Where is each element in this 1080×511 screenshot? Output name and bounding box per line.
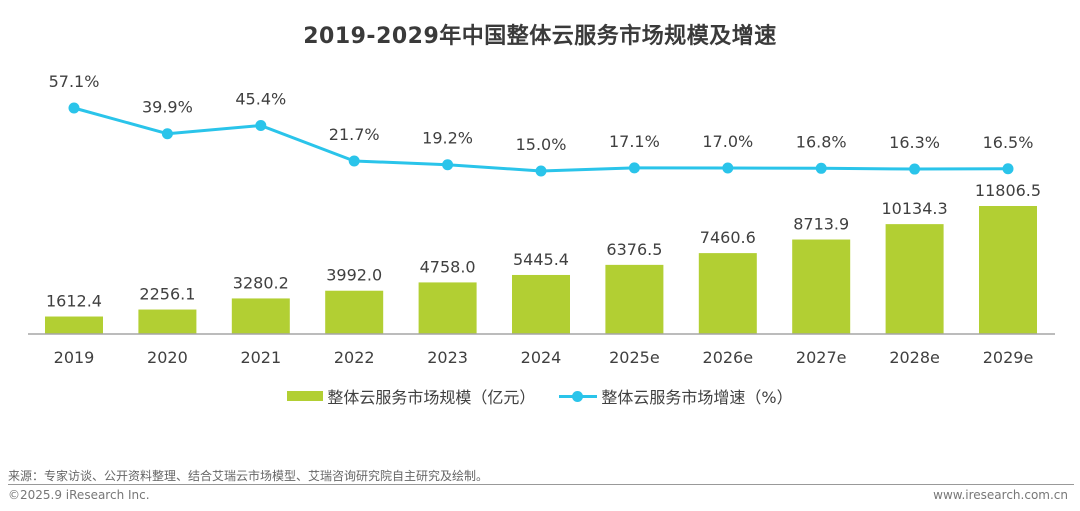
- x-tick-label-2021: 2021: [240, 348, 281, 367]
- chart-title: 2019-2029年中国整体云服务市场规模及增速: [303, 24, 777, 49]
- line-value-label-2024: 15.0%: [516, 135, 567, 154]
- bar-value-label-2023: 4758.0: [420, 257, 476, 276]
- line-point-2022: [348, 155, 360, 167]
- bar-value-label-2024: 5445.4: [513, 250, 569, 269]
- x-tick-label-2022: 2022: [334, 348, 375, 367]
- bar-2028e: [885, 224, 944, 334]
- bar-2021: [231, 298, 290, 334]
- line-point-2029e: [1002, 163, 1014, 175]
- legend-label-growth-rate: 整体云服务市场增速（%）: [601, 388, 793, 407]
- line-point-2020: [161, 128, 173, 140]
- source-note: 来源：专家访谈、公开资料整理、结合艾瑞云市场模型、艾瑞咨询研究院自主研究及绘制。: [8, 469, 489, 483]
- line-point-2019: [68, 102, 80, 114]
- line-value-labels: 57.1% 39.9% 45.4% 21.7% 19.2% 15.0% 17.1% 17.0%…: [49, 72, 1034, 154]
- x-tick-label-2023: 2023: [427, 348, 468, 367]
- bar-value-label-2028e: 10134.3: [882, 199, 948, 218]
- legend-item-growth-rate: 整体云服务市场增速（%）: [559, 384, 793, 408]
- bar-value-labels: 1612.4 2256.1 3280.2 3992.0 4758.0 5445.4 6376…: [46, 181, 1041, 311]
- line-value-label-2023: 19.2%: [422, 129, 473, 148]
- line-point-2023: [442, 159, 454, 171]
- footer-divider: [8, 484, 1074, 485]
- bar-value-label-2026e: 7460.6: [700, 228, 756, 247]
- x-tick-label-2024: 2024: [521, 348, 562, 367]
- bar-value-label-2027e: 8713.9: [793, 215, 849, 234]
- line-value-label-2021: 45.4%: [235, 90, 286, 109]
- bar-value-label-2021: 3280.2: [233, 273, 289, 292]
- bar-2027e: [792, 239, 851, 334]
- x-tick-label-2020: 2020: [147, 348, 188, 367]
- x-tick-label-2025e: 2025e: [609, 348, 660, 367]
- bar-2029e: [979, 206, 1037, 334]
- copyright-text: ©2025.9 iResearch Inc.: [8, 488, 150, 502]
- line-point-2027e: [815, 162, 827, 174]
- bar-2025e: [605, 264, 664, 334]
- line-series: [68, 102, 1014, 177]
- x-tick-label-2028e: 2028e: [889, 348, 940, 367]
- line-value-label-2027e: 16.8%: [796, 132, 847, 151]
- x-tick-label-2026e: 2026e: [703, 348, 754, 367]
- bar-2019: [45, 316, 103, 334]
- bar-value-label-2022: 3992.0: [326, 266, 382, 285]
- website-link[interactable]: www.iresearch.com.cn: [933, 488, 1068, 502]
- bar-swatch-icon: [287, 391, 324, 401]
- bar-2022: [325, 290, 384, 334]
- combo-chart: 2019 2020 2021 2022 2023 2024 2025e 2026e 2027e 2…: [28, 72, 1055, 367]
- legend: 整体云服务市场规模（亿元） 整体云服务市场增速（%）: [0, 384, 1080, 408]
- legend-item-market-size: 整体云服务市场规模（亿元）: [287, 384, 535, 408]
- bar-value-label-2025e: 6376.5: [606, 240, 662, 259]
- line-value-label-2026e: 17.0%: [702, 132, 753, 151]
- bar-value-label-2019: 1612.4: [46, 292, 102, 311]
- x-tick-label-2029e: 2029e: [983, 348, 1034, 367]
- bar-value-label-2020: 2256.1: [139, 285, 195, 304]
- line-value-label-2022: 21.7%: [329, 125, 380, 144]
- legend-label-market-size: 整体云服务市场规模（亿元）: [327, 388, 536, 407]
- x-tick-label-2019: 2019: [54, 348, 95, 367]
- line-value-label-2019: 57.1%: [49, 72, 100, 91]
- x-tick-label-2027e: 2027e: [796, 348, 847, 367]
- line-point-2025e: [628, 162, 640, 174]
- line-value-label-2025e: 17.1%: [609, 132, 660, 151]
- line-marker-swatch-icon: [559, 390, 598, 402]
- bar-2026e: [698, 253, 757, 334]
- x-axis-ticks: 2019 2020 2021 2022 2023 2024 2025e 2026e 2027e 2…: [54, 348, 1034, 367]
- bar-2024: [512, 274, 570, 334]
- line-point-2026e: [722, 162, 734, 174]
- bar-series: [45, 206, 1037, 334]
- line-point-2028e: [909, 163, 921, 175]
- bar-2023: [418, 282, 477, 334]
- line-point-2024: [535, 165, 547, 177]
- bar-2020: [138, 309, 197, 334]
- bar-value-label-2029e: 11806.5: [975, 181, 1041, 200]
- line-value-label-2029e: 16.5%: [983, 133, 1034, 152]
- line-point-2021: [255, 120, 267, 132]
- line-value-label-2028e: 16.3%: [889, 133, 940, 152]
- line-value-label-2020: 39.9%: [142, 98, 193, 117]
